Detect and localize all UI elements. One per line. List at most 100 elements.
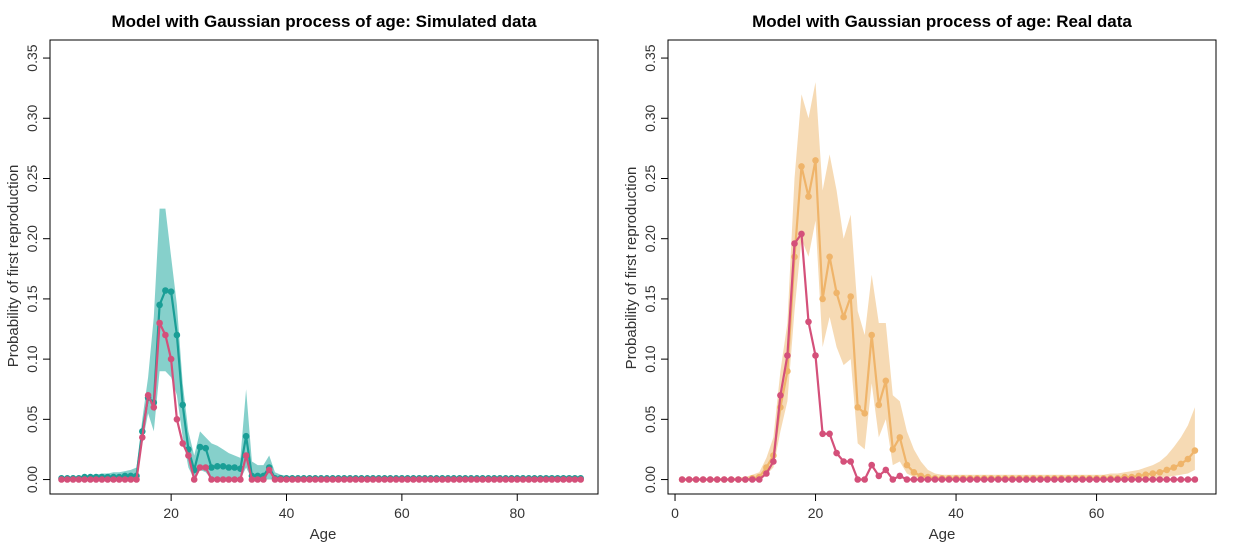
data-point-pink <box>903 476 911 483</box>
data-point-teal <box>208 464 215 471</box>
data-point-pink <box>720 476 728 483</box>
data-point-pink <box>854 476 861 483</box>
data-point-pink <box>910 476 918 483</box>
y-tick-label: 0.35 <box>642 44 658 71</box>
data-point-orange <box>847 293 854 300</box>
data-point-pink <box>58 476 65 483</box>
data-point-pink <box>1093 476 1100 483</box>
data-point-pink <box>1128 476 1135 483</box>
data-point-pink <box>179 440 186 447</box>
data-point-pink <box>225 476 233 483</box>
y-tick-label: 0.10 <box>24 345 40 372</box>
data-point-pink <box>502 476 510 483</box>
data-point-pink <box>300 476 308 483</box>
data-point-pink <box>833 449 840 457</box>
y-tick-label: 0.15 <box>642 285 658 312</box>
y-tick-label: 0.00 <box>24 466 40 493</box>
series-layer <box>58 287 584 483</box>
data-point-pink <box>840 458 847 465</box>
data-point-pink <box>398 476 406 483</box>
series-layer <box>678 157 1199 483</box>
data-point-orange <box>1170 464 1178 471</box>
data-point-pink <box>260 476 267 483</box>
data-point-pink <box>770 458 777 465</box>
data-point-pink <box>1170 476 1178 483</box>
data-point-pink <box>542 476 550 483</box>
data-point-pink <box>121 476 129 483</box>
data-point-pink <box>317 476 325 483</box>
x-tick-label: 60 <box>394 505 410 521</box>
data-point-pink <box>364 476 371 483</box>
series-line-pink <box>682 230 1195 481</box>
data-point-pink <box>959 476 967 483</box>
data-point-pink <box>208 476 215 483</box>
data-point-orange <box>819 295 826 303</box>
data-point-pink <box>1044 476 1051 483</box>
data-point-pink <box>1030 476 1037 483</box>
y-tick-label: 0.35 <box>24 44 40 71</box>
x-tick-label: 0 <box>671 505 679 521</box>
y-tick-label: 0.25 <box>24 165 40 192</box>
x-axis-label-real: Age <box>929 526 956 543</box>
data-point-orange <box>1149 470 1157 477</box>
data-point-teal <box>167 288 175 296</box>
axes-layer: 20 40 60 80 0.00 0.05 0.10 0.15 0.20 0.25 0.30 0.35 <box>24 39 599 521</box>
data-point-pink <box>490 476 498 483</box>
data-point-pink <box>966 476 974 483</box>
data-point-pink <box>1156 476 1164 483</box>
y-axis-label-real: Probability of first reproduction <box>623 167 640 370</box>
data-point-pink <box>271 476 279 483</box>
data-point-pink <box>467 476 475 483</box>
chart-title-real: Model with Gaussian process of age: Real… <box>752 12 1132 31</box>
data-point-orange <box>1177 460 1185 468</box>
credible-band-layer <box>61 208 581 480</box>
data-point-pink <box>980 476 988 483</box>
data-point-pink <box>81 476 88 483</box>
data-point-pink <box>485 476 492 483</box>
data-point-orange <box>861 410 868 417</box>
data-point-pink <box>525 476 533 483</box>
data-point-pink <box>214 476 221 483</box>
data-point-pink <box>798 230 805 238</box>
data-point-pink <box>87 476 94 483</box>
data-point-pink <box>826 430 833 438</box>
data-point-pink <box>496 476 504 483</box>
x-tick-label: 20 <box>808 505 824 521</box>
data-point-orange <box>826 253 833 261</box>
data-point-pink <box>896 472 904 480</box>
data-point-pink <box>479 476 486 483</box>
data-point-pink <box>1016 476 1023 483</box>
data-point-pink <box>242 452 250 459</box>
data-point-pink <box>1184 476 1192 483</box>
data-point-pink <box>462 476 469 483</box>
data-point-pink <box>548 476 556 483</box>
data-point-pink <box>381 476 388 483</box>
data-point-pink <box>444 476 452 483</box>
data-point-pink <box>202 464 209 471</box>
data-point-pink <box>1107 476 1114 483</box>
data-point-teal <box>242 432 250 440</box>
data-point-pink <box>945 476 953 483</box>
data-point-pink <box>1065 476 1072 483</box>
data-point-pink <box>1191 476 1199 483</box>
data-point-pink <box>248 476 256 483</box>
panel-simulated: Model with Gaussian process of age: Simu… <box>5 12 599 543</box>
data-point-pink <box>450 476 458 483</box>
x-tick-label: 20 <box>163 505 179 521</box>
data-point-pink <box>254 476 261 483</box>
data-point-pink <box>306 476 313 483</box>
data-point-pink <box>277 476 285 483</box>
data-point-orange <box>868 331 875 339</box>
data-point-orange <box>840 313 847 321</box>
data-point-teal <box>214 463 221 470</box>
data-point-pink <box>346 476 354 483</box>
data-point-teal <box>219 463 227 470</box>
data-point-pink <box>791 240 798 247</box>
data-point-pink <box>537 476 544 483</box>
data-point-pink <box>1114 476 1121 483</box>
data-point-pink <box>756 476 763 483</box>
plot-frame <box>667 39 1217 495</box>
chart-title-simulated: Model with Gaussian process of age: Simu… <box>111 12 537 31</box>
data-point-pink <box>519 476 527 483</box>
data-point-pink <box>456 476 463 483</box>
